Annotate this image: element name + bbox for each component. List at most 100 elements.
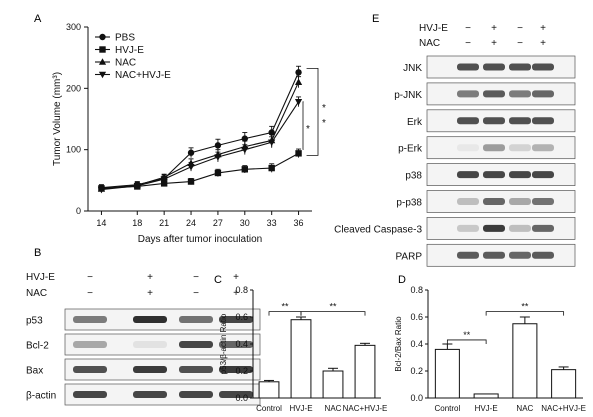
blot-band	[509, 198, 531, 205]
treatment-sign: +	[233, 272, 239, 283]
x-tick-label: 18	[132, 218, 142, 228]
blot-band	[483, 171, 505, 179]
blot-band	[532, 224, 554, 232]
blot-band	[532, 117, 554, 125]
y-tick-label: 0.8	[410, 285, 423, 295]
data-point	[187, 178, 195, 185]
tumor-volume-chart: 0 100 200 300 14 18 21 24 27 30 33 36 Days after tum…	[52, 22, 326, 245]
treatment-sign: −	[517, 38, 523, 49]
y-tick-label: 200	[66, 83, 81, 93]
western-blot-e: HVJ-E − + − + NAC − + − + JNK p-JNK Erk p-Erk p38 p-p38…	[334, 23, 576, 267]
significance-bracket	[485, 311, 565, 316]
x-tick-label: Control	[434, 404, 460, 413]
x-tick-label: NAC	[516, 404, 533, 413]
panel-e: E HVJ-E − + − + NAC − + − + JNK p-JNK Erk p-Erk p38 p-p…	[334, 13, 576, 267]
treatment-sign: −	[193, 288, 199, 299]
blot-band	[483, 117, 505, 125]
blot-band	[509, 63, 531, 71]
legend-label: HVJ-E	[115, 45, 144, 56]
blot-band	[457, 198, 479, 205]
y-tick-label: 0.0	[410, 393, 423, 403]
y-tick-label: 100	[66, 145, 81, 155]
legend-marker	[98, 58, 107, 65]
legend-label: NAC	[115, 58, 136, 69]
data-point	[294, 99, 303, 106]
data-point	[295, 69, 302, 76]
treatment-label: NAC	[419, 38, 440, 49]
panel-c: C 0.0 0.2 0.4 0.6 0.8 p53/β-actin Ratio Contro…	[214, 274, 387, 413]
treatment-sign: −	[193, 272, 199, 283]
significance-bracket	[306, 67, 319, 156]
blot-band	[532, 171, 554, 179]
blot-band	[532, 90, 554, 98]
treatment-sign: −	[87, 272, 93, 283]
y-axis-label: p53/β-actin Ratio	[219, 313, 228, 374]
blot-band	[73, 366, 107, 373]
bar	[512, 323, 538, 399]
protein-label: Bcl-2	[26, 341, 49, 352]
blot-band	[483, 251, 505, 259]
data-point	[268, 139, 276, 147]
data-point	[214, 154, 222, 161]
data-point	[241, 146, 249, 154]
protein-label: p-JNK	[394, 90, 422, 101]
blot-band	[532, 63, 554, 71]
blot-strip	[426, 136, 576, 160]
p53-ratio-chart: 0.0 0.2 0.4 0.6 0.8 p53/β-actin Ratio Control H…	[219, 285, 387, 413]
treatment-sign: +	[147, 272, 153, 283]
blot-band	[73, 316, 107, 323]
legend-entry: PBS	[95, 33, 135, 44]
x-tick-label: 14	[96, 218, 106, 228]
x-tick-label: 33	[267, 218, 277, 228]
protein-label: Cleaved Caspase-3	[334, 224, 422, 235]
significance-bracket	[446, 339, 487, 344]
data-point	[214, 169, 222, 177]
blot-band	[457, 171, 479, 179]
protein-label: p-Erk	[398, 144, 423, 155]
treatment-sign: −	[465, 38, 471, 49]
y-tick-label: 0.4	[410, 339, 423, 349]
significance-mark: **	[521, 302, 529, 312]
x-axis-label: Days after tumor inoculation	[138, 234, 263, 245]
panel-letter-e: E	[372, 13, 379, 25]
legend-entry: HVJ-E	[95, 45, 144, 56]
significance-mark: **	[329, 302, 337, 312]
treatment-sign: +	[540, 23, 546, 34]
panel-letter-c: C	[214, 274, 222, 286]
blot-band	[179, 341, 213, 348]
y-tick-label: 0	[76, 206, 81, 216]
x-tick-label: HVJ-E	[289, 404, 312, 413]
data-point	[187, 164, 195, 171]
legend-marker	[98, 71, 107, 79]
treatment-sign: −	[87, 288, 93, 299]
x-tick-label: NAC	[325, 404, 342, 413]
y-tick-label: 300	[66, 22, 81, 32]
y-axis-label: Tumor Volume (mm³)	[52, 72, 63, 166]
blot-band	[73, 391, 107, 398]
data-point	[160, 176, 168, 183]
treatment-sign: +	[491, 38, 497, 49]
x-tick-label: 24	[186, 218, 196, 228]
panel-letter-d: D	[398, 274, 406, 286]
bar	[290, 319, 312, 399]
significance-bracket	[302, 101, 304, 150]
blot-band	[219, 391, 253, 398]
blot-band	[179, 316, 213, 323]
significance-mark: *	[306, 124, 310, 135]
blot-band	[457, 90, 479, 98]
data-point	[187, 149, 195, 156]
data-point	[97, 186, 106, 194]
x-tick-label: 30	[240, 218, 250, 228]
protein-label: p38	[405, 171, 422, 182]
significance-bracket	[268, 311, 302, 316]
data-point	[241, 166, 248, 173]
panel-a: A 0 100 200 300 14 18 21 24 27 30 33 36 Days after t…	[34, 13, 326, 245]
bar-hvj-e	[290, 316, 312, 399]
blot-band	[179, 391, 213, 398]
data-point	[295, 150, 302, 157]
protein-label: JNK	[403, 63, 422, 74]
legend-marker	[99, 46, 106, 53]
treatment-sign: −	[465, 23, 471, 34]
significance-bracket	[300, 311, 366, 316]
